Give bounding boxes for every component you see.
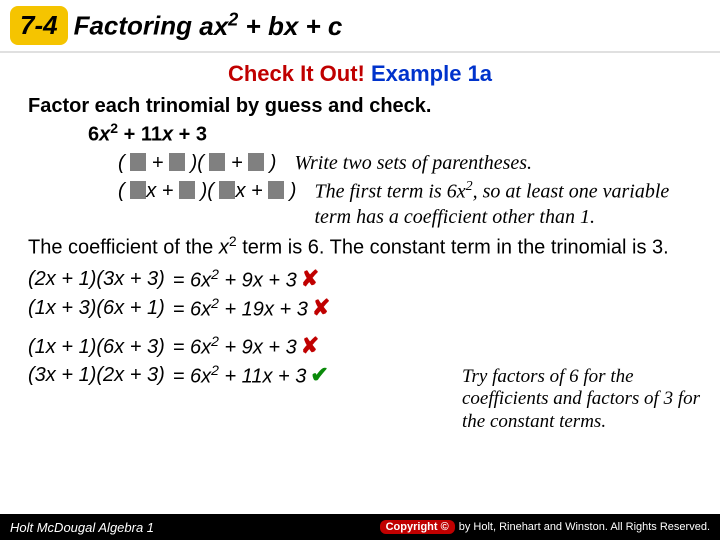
section-number-badge: 7-4 (10, 6, 68, 45)
footer-book-title: Holt McDougal Algebra 1 (10, 520, 154, 535)
trinomial-text: 6x2 + 11x + 3 (88, 119, 692, 148)
blank-box (130, 181, 146, 199)
attempt-lhs: (2x + 1)(3x + 3) (28, 266, 165, 292)
attempt-lhs: (1x + 3)(6x + 1) (28, 295, 165, 321)
instruction-text: Factor each trinomial by guess and check… (28, 93, 692, 119)
title-expression: ax2 + bx + c (199, 11, 342, 41)
footer-rights-text: by Holt, Rinehart and Winston. All Right… (459, 521, 710, 533)
step1-note: Write two sets of parentheses. (294, 150, 692, 176)
step2-expression: ( x + )( x + ) (118, 178, 296, 204)
slide-footer: Holt McDougal Algebra 1 Copyright © by H… (0, 514, 720, 540)
correct-icon: ✔ (310, 361, 328, 390)
title-prefix: Factoring (74, 11, 200, 41)
slide-title: Factoring ax2 + bx + c (74, 3, 343, 48)
footer-copyright: Copyright © by Holt, Rinehart and Winsto… (380, 520, 710, 534)
slide-content: Factor each trinomial by guess and check… (0, 87, 720, 390)
check-it-out-label: Check It Out! (228, 61, 371, 86)
wrong-icon: ✘ (301, 265, 319, 294)
step2-note: The first term is 6x2, so at least one v… (314, 178, 692, 231)
attempt-row: (1x + 3)(6x + 1) = 6x2 + 19x + 3 ✘ (28, 294, 692, 323)
slide-header: 7-4 Factoring ax2 + bx + c (0, 0, 720, 53)
coefficient-line: The coefficient of the x2 term is 6. The… (28, 232, 692, 261)
attempt-lhs: (3x + 1)(2x + 3) (28, 362, 165, 388)
attempt-rhs: = 6x2 + 19x + 3 (173, 294, 308, 323)
blank-box (169, 153, 185, 171)
example-number: Example 1a (371, 61, 492, 86)
blank-box (209, 153, 225, 171)
copyright-badge: Copyright © (380, 520, 455, 534)
side-hint-note: Try factors of 6 for the coefficients an… (462, 366, 702, 433)
wrong-icon: ✘ (301, 332, 319, 361)
blank-box (179, 181, 195, 199)
step1-row: ( + )( + ) Write two sets of parentheses… (118, 150, 692, 176)
blank-box (130, 153, 146, 171)
blank-box (219, 181, 235, 199)
attempt-row: (2x + 1)(3x + 3) = 6x2 + 9x + 3 ✘ (28, 265, 692, 294)
step1-expression: ( + )( + ) (118, 150, 276, 176)
attempt-rhs: = 6x2 + 9x + 3 (173, 265, 297, 294)
attempt-rhs: = 6x2 + 9x + 3 (173, 332, 297, 361)
step2-row: ( x + )( x + ) The first term is 6x2, so… (118, 178, 692, 231)
wrong-icon: ✘ (312, 294, 330, 323)
attempt-lhs: (1x + 1)(6x + 3) (28, 334, 165, 360)
example-heading: Check It Out! Example 1a (0, 61, 720, 87)
blank-box (268, 181, 284, 199)
attempt-row: (1x + 1)(6x + 3) = 6x2 + 9x + 3 ✘ (28, 332, 692, 361)
blank-box (248, 153, 264, 171)
attempt-rhs: = 6x2 + 11x + 3 (173, 361, 307, 390)
